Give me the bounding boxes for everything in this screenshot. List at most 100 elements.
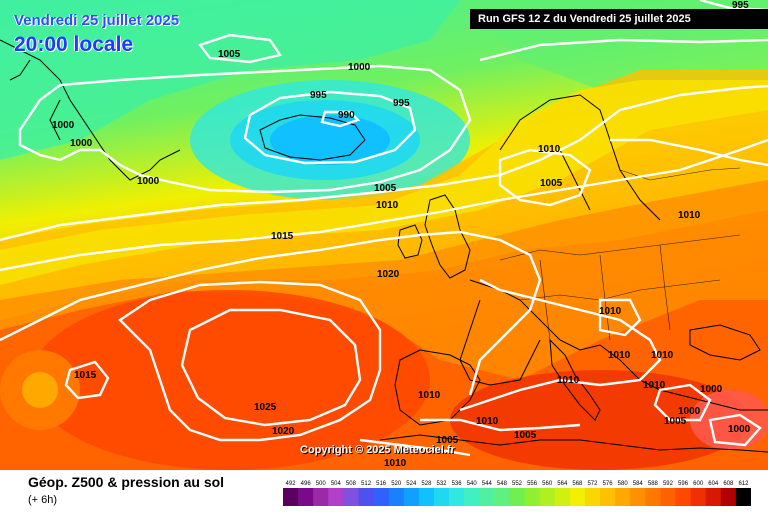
legend-label: 536 <box>452 481 463 487</box>
forecast-time: 20:00 locale <box>14 33 134 56</box>
isobar-1000-northeast <box>479 38 768 62</box>
legend-label: 556 <box>527 481 538 487</box>
isobar-1015-azores <box>64 360 110 400</box>
isobar-990-iceland <box>320 110 361 128</box>
legend-swatch <box>524 488 541 506</box>
legend-label: 584 <box>633 481 644 487</box>
legend-label: 500 <box>316 481 327 487</box>
legend-label: 548 <box>497 481 508 487</box>
forecast-date: Vendredi 25 juillet 2025 <box>14 12 180 29</box>
iberia-coast <box>394 349 481 426</box>
italy-coast <box>549 338 601 421</box>
legend-label: 512 <box>361 481 372 487</box>
coastlines <box>0 39 768 453</box>
legend-swatch <box>449 488 465 506</box>
legend-swatch <box>600 488 616 506</box>
isobar-labels: 995 1005 1000 995 990 995 1000 1000 1000… <box>52 0 751 469</box>
africa-coast <box>379 434 768 453</box>
scandinavia-coast <box>499 94 661 221</box>
isobar-label: 1000 <box>700 384 723 395</box>
legend-swatch <box>373 488 390 506</box>
isobar-1000-east <box>653 383 712 422</box>
legend-label: 608 <box>723 481 734 487</box>
legend-swatch <box>645 488 661 506</box>
isobar-label: 1010 <box>599 306 622 317</box>
legend-label: 564 <box>557 481 568 487</box>
isobar-label: 1010 <box>557 375 580 386</box>
ireland-coast <box>397 224 423 259</box>
z500-low-cyan-inner <box>270 115 390 165</box>
forecast-offset: (+ 6h) <box>28 494 58 506</box>
legend-label: 568 <box>572 481 583 487</box>
isobar-label: 1025 <box>254 402 277 413</box>
legend-label: 604 <box>708 481 719 487</box>
greenland-coast <box>0 39 181 181</box>
legend-swatch <box>569 488 586 506</box>
legend-swatch <box>313 488 329 506</box>
isobar-1010-south <box>359 438 471 457</box>
legend-label: 492 <box>286 481 297 487</box>
isobar-label: 1020 <box>272 426 295 437</box>
isobar-label: 1005 <box>514 430 537 441</box>
z500-band-north-green <box>0 0 460 160</box>
black-sea-coast <box>689 324 761 361</box>
britain-coast <box>424 194 471 279</box>
isobar-label: 1005 <box>436 435 459 446</box>
legend-label: 588 <box>648 481 659 487</box>
legend-swatch <box>509 488 526 506</box>
isobar-1000-north <box>18 64 472 194</box>
legend-swatch <box>675 488 692 506</box>
legend-label: 576 <box>603 481 614 487</box>
legend-swatch <box>554 488 571 506</box>
legend-label: 572 <box>587 481 598 487</box>
legend-label: 592 <box>663 481 674 487</box>
isobar-label: 1005 <box>664 416 687 427</box>
z500-high-east <box>690 390 768 450</box>
isobar-label: 990 <box>338 110 355 121</box>
isobar-1010-east <box>610 138 768 167</box>
isobar-label: 1000 <box>678 406 701 417</box>
legend-label: 508 <box>346 481 357 487</box>
legend-swatch <box>418 488 435 506</box>
isobar-1005-atlantic <box>0 84 768 242</box>
isobar-label: 1015 <box>271 231 294 242</box>
isobar-label: 995 <box>310 90 327 101</box>
z500-band-yellow-light <box>0 80 768 285</box>
z500-high-core-inner <box>22 372 58 408</box>
isobar-label: 1000 <box>728 424 751 435</box>
legend-label: 580 <box>618 481 629 487</box>
legend-label: 544 <box>482 481 493 487</box>
model-run-banner: Run GFS 12 Z du Vendredi 25 juillet 2025 <box>470 9 768 29</box>
legend-swatch <box>705 488 722 506</box>
legend-label: 552 <box>512 481 523 487</box>
isobar-label: 1010 <box>643 380 666 391</box>
isobar-label: 1010 <box>538 144 561 155</box>
legend-swatch <box>720 488 737 506</box>
map-title: Géop. Z500 & pression au sol <box>28 474 225 490</box>
isobar-1005-scandinavia <box>498 148 592 207</box>
isobar-1005-mediterranean <box>420 418 581 432</box>
legend-label: 532 <box>437 481 448 487</box>
legend-swatch <box>388 488 405 506</box>
isobar-label: 1020 <box>377 269 400 280</box>
legend-swatch <box>298 488 314 506</box>
z500-high-mediterranean <box>450 370 750 470</box>
legend-label: 516 <box>376 481 387 487</box>
legend-swatch <box>358 488 375 506</box>
isobar-label: 1010 <box>418 390 441 401</box>
legend-label: 596 <box>678 481 689 487</box>
isobar-label: 1010 <box>384 458 407 469</box>
weather-map: 995 1005 1000 995 990 995 1000 1000 1000… <box>0 0 768 470</box>
legend-label: 520 <box>391 481 402 487</box>
isobar-label: 1000 <box>137 176 160 187</box>
legend-swatch <box>403 488 420 506</box>
legend-label: 528 <box>421 481 432 487</box>
isobar-1010-balkans <box>598 298 642 337</box>
isobar-label: 1005 <box>374 183 397 194</box>
legend-swatch <box>630 488 646 506</box>
copyright-notice: Copyright © 2025 Meteociel.fr <box>300 444 455 456</box>
legend-swatch <box>479 488 495 506</box>
legend-swatch <box>615 488 631 506</box>
isobar-label: 1000 <box>70 138 93 149</box>
isobar-label: 1015 <box>74 370 97 381</box>
